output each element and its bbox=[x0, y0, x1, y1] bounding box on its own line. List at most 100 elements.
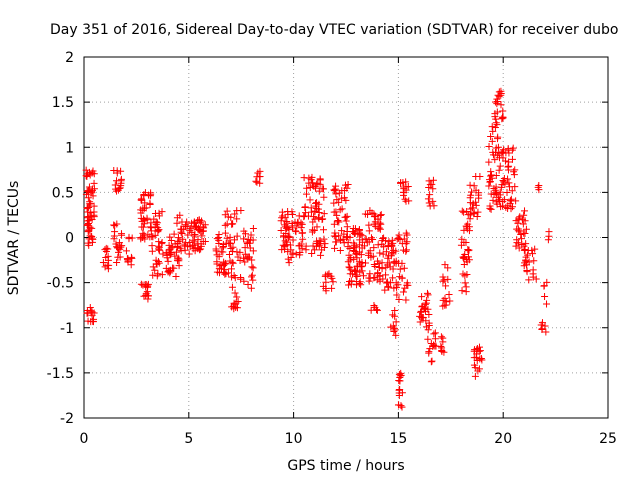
data-point bbox=[144, 231, 152, 239]
data-point bbox=[462, 238, 470, 246]
data-point bbox=[375, 260, 383, 268]
data-point bbox=[313, 223, 321, 231]
data-point bbox=[424, 335, 432, 343]
data-point bbox=[82, 172, 90, 180]
data-point bbox=[128, 254, 136, 262]
data-point bbox=[439, 277, 447, 285]
data-point bbox=[498, 115, 506, 123]
data-point bbox=[302, 209, 310, 217]
data-point bbox=[465, 256, 473, 264]
data-point bbox=[199, 227, 207, 235]
data-point bbox=[361, 210, 369, 218]
data-point bbox=[228, 273, 236, 281]
data-point bbox=[444, 264, 452, 272]
data-point bbox=[230, 302, 238, 310]
data-point bbox=[353, 281, 361, 289]
data-point bbox=[370, 301, 378, 309]
y-tick-label: 1 bbox=[65, 140, 74, 156]
data-point bbox=[382, 271, 390, 279]
data-point bbox=[460, 260, 468, 268]
data-point bbox=[389, 322, 397, 330]
data-point bbox=[300, 174, 308, 182]
data-point bbox=[424, 291, 432, 299]
data-point bbox=[492, 119, 500, 127]
data-point bbox=[461, 279, 469, 287]
data-point bbox=[159, 250, 167, 258]
data-point bbox=[213, 268, 221, 276]
data-point bbox=[376, 219, 384, 227]
y-tick-label: 2 bbox=[65, 50, 74, 66]
data-point bbox=[291, 218, 299, 226]
data-point bbox=[485, 158, 493, 166]
data-point bbox=[191, 230, 199, 238]
data-point bbox=[86, 223, 94, 231]
data-point bbox=[215, 239, 223, 247]
data-point bbox=[389, 274, 397, 282]
data-point bbox=[543, 278, 551, 286]
data-point bbox=[247, 284, 255, 292]
data-point bbox=[487, 190, 495, 198]
data-point bbox=[496, 162, 504, 170]
axis-ticks: 0 5 10 15 20 25 2 1.5 1 0.5 0 -0.5 -1 -1.5 -2 bbox=[47, 50, 617, 447]
data-point bbox=[545, 232, 553, 240]
data-point bbox=[340, 194, 348, 202]
data-point bbox=[444, 275, 452, 283]
data-point bbox=[538, 319, 546, 327]
data-point bbox=[497, 149, 505, 157]
data-point bbox=[330, 232, 338, 240]
data-point bbox=[155, 209, 163, 217]
data-point bbox=[303, 184, 311, 192]
data-point bbox=[311, 183, 319, 191]
data-point bbox=[370, 213, 378, 221]
data-point bbox=[474, 208, 482, 216]
data-point bbox=[351, 267, 359, 275]
data-point bbox=[343, 212, 351, 220]
data-point bbox=[146, 199, 154, 207]
data-point bbox=[231, 289, 239, 297]
data-point bbox=[543, 300, 551, 308]
data-point bbox=[195, 216, 203, 224]
data-point bbox=[463, 207, 471, 215]
x-tick-label: 25 bbox=[599, 431, 617, 447]
x-tick-label: 0 bbox=[80, 431, 89, 447]
data-point bbox=[310, 213, 318, 221]
data-point bbox=[531, 245, 539, 253]
data-point bbox=[355, 225, 363, 233]
data-point bbox=[138, 195, 146, 203]
y-tick-label: -1.5 bbox=[47, 366, 74, 382]
data-point bbox=[113, 169, 121, 177]
data-point bbox=[336, 236, 344, 244]
data-point bbox=[153, 272, 161, 280]
x-axis-label: GPS time / hours bbox=[287, 458, 404, 474]
data-point bbox=[330, 199, 338, 207]
data-point bbox=[399, 178, 407, 186]
data-point bbox=[241, 258, 249, 266]
data-point bbox=[396, 265, 404, 273]
data-point bbox=[85, 241, 93, 249]
data-point bbox=[418, 303, 426, 311]
data-point bbox=[343, 184, 351, 192]
data-point bbox=[429, 185, 437, 193]
data-point bbox=[153, 219, 161, 227]
data-point bbox=[445, 290, 453, 298]
data-point bbox=[523, 266, 531, 274]
data-point bbox=[370, 244, 378, 252]
data-point bbox=[249, 276, 257, 284]
data-point bbox=[280, 232, 288, 240]
data-point bbox=[485, 143, 493, 151]
chart-title: Day 351 of 2016, Sidereal Day-to-day VTE… bbox=[50, 22, 618, 38]
data-point bbox=[194, 226, 202, 234]
data-point bbox=[472, 186, 480, 194]
data-point bbox=[475, 347, 483, 355]
data-point bbox=[90, 185, 98, 193]
data-point bbox=[505, 179, 513, 187]
data-point bbox=[289, 249, 297, 257]
data-point bbox=[279, 212, 287, 220]
data-point bbox=[164, 257, 172, 265]
data-point bbox=[424, 326, 432, 334]
data-point bbox=[464, 245, 472, 253]
data-point bbox=[344, 258, 352, 266]
data-point bbox=[336, 206, 344, 214]
data-point bbox=[472, 201, 480, 209]
